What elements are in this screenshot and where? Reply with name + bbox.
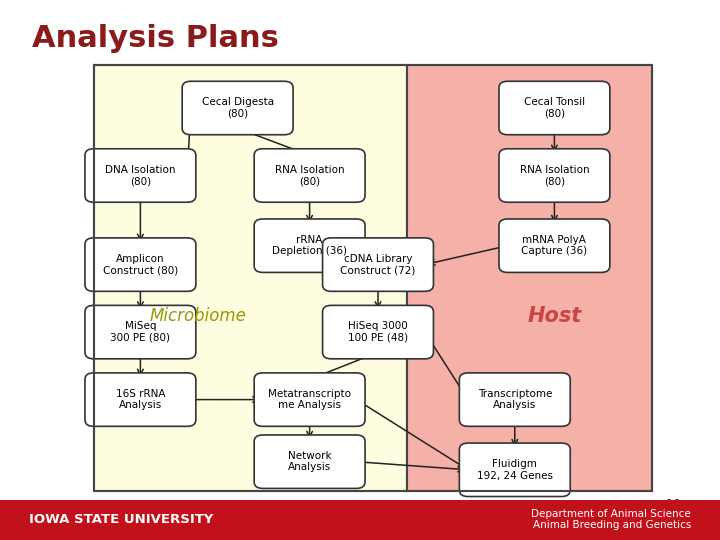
Text: 16S rRNA
Analysis: 16S rRNA Analysis bbox=[116, 389, 165, 410]
Text: mRNA PolyA
Capture (36): mRNA PolyA Capture (36) bbox=[521, 235, 588, 256]
Text: Cecal Tonsil
(80): Cecal Tonsil (80) bbox=[524, 97, 585, 119]
Text: HiSeq 3000
100 PE (48): HiSeq 3000 100 PE (48) bbox=[348, 321, 408, 343]
Text: Microbiome: Microbiome bbox=[150, 307, 246, 325]
Text: DNA Isolation
(80): DNA Isolation (80) bbox=[105, 165, 176, 186]
Text: Amplicon
Construct (80): Amplicon Construct (80) bbox=[103, 254, 178, 275]
FancyBboxPatch shape bbox=[459, 443, 570, 497]
Text: Fluidigm
192, 24 Genes: Fluidigm 192, 24 Genes bbox=[477, 459, 553, 481]
FancyBboxPatch shape bbox=[499, 148, 610, 202]
Text: Host: Host bbox=[527, 306, 582, 326]
Text: 10: 10 bbox=[665, 498, 681, 511]
Text: RNA Isolation
(80): RNA Isolation (80) bbox=[275, 165, 344, 186]
Text: Department of Animal Science
Animal Breeding and Genetics: Department of Animal Science Animal Bree… bbox=[531, 509, 691, 530]
Text: Network
Analysis: Network Analysis bbox=[288, 451, 331, 472]
FancyBboxPatch shape bbox=[85, 148, 196, 202]
FancyBboxPatch shape bbox=[254, 219, 365, 272]
FancyBboxPatch shape bbox=[254, 435, 365, 488]
Text: IOWA STATE UNIVERSITY: IOWA STATE UNIVERSITY bbox=[29, 513, 213, 526]
FancyBboxPatch shape bbox=[0, 500, 720, 540]
FancyBboxPatch shape bbox=[323, 306, 433, 359]
Text: Analysis Plans: Analysis Plans bbox=[32, 24, 279, 53]
FancyBboxPatch shape bbox=[254, 373, 365, 427]
FancyBboxPatch shape bbox=[254, 148, 365, 202]
Text: Metatranscripto
me Analysis: Metatranscripto me Analysis bbox=[268, 389, 351, 410]
FancyBboxPatch shape bbox=[85, 306, 196, 359]
Text: MiSeq
300 PE (80): MiSeq 300 PE (80) bbox=[110, 321, 171, 343]
FancyBboxPatch shape bbox=[323, 238, 433, 292]
FancyBboxPatch shape bbox=[499, 81, 610, 134]
Text: RNA Isolation
(80): RNA Isolation (80) bbox=[520, 165, 589, 186]
Text: Cecal Digesta
(80): Cecal Digesta (80) bbox=[202, 97, 274, 119]
FancyBboxPatch shape bbox=[85, 373, 196, 427]
Text: cDNA Library
Construct (72): cDNA Library Construct (72) bbox=[341, 254, 415, 275]
Bar bbox=[94, 65, 652, 491]
FancyBboxPatch shape bbox=[499, 219, 610, 272]
FancyBboxPatch shape bbox=[94, 65, 407, 491]
Text: Transcriptome
Analysis: Transcriptome Analysis bbox=[477, 389, 552, 410]
FancyBboxPatch shape bbox=[459, 373, 570, 427]
FancyBboxPatch shape bbox=[407, 65, 652, 491]
FancyBboxPatch shape bbox=[182, 81, 293, 134]
Text: rRNA
Depletion (36): rRNA Depletion (36) bbox=[272, 235, 347, 256]
FancyBboxPatch shape bbox=[85, 238, 196, 292]
